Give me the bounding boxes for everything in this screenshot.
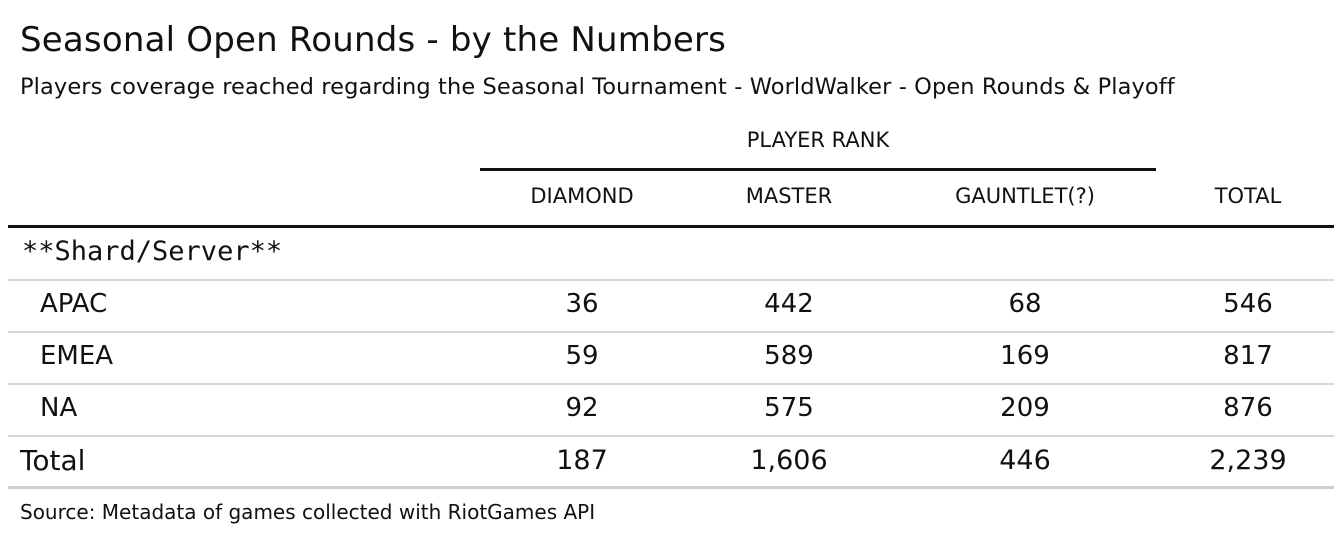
row-label-total: Total (20, 444, 86, 477)
cell-total-diamond: 187 (556, 445, 608, 476)
cell-emea-diamond: 59 (565, 341, 599, 371)
spanner-label: PLAYER RANK (746, 128, 890, 152)
row-divider (8, 279, 1334, 281)
row-divider (8, 383, 1334, 385)
column-header-master: MASTER (745, 184, 833, 208)
row-divider (8, 331, 1334, 333)
cell-emea-master: 589 (764, 341, 814, 371)
header-bottom-rule (8, 225, 1334, 228)
cell-na-total: 876 (1223, 393, 1273, 423)
cell-apac-gauntlet: 68 (1008, 289, 1042, 319)
cell-emea-total: 817 (1223, 341, 1273, 371)
column-header-diamond: DIAMOND (530, 184, 634, 208)
table-subtitle: Players coverage reached regarding the S… (20, 74, 1175, 100)
cell-na-master: 575 (764, 393, 814, 423)
row-divider (8, 435, 1334, 437)
cell-total-master: 1,606 (750, 445, 828, 476)
cell-emea-gauntlet: 169 (1000, 341, 1050, 371)
column-header-gauntlet: GAUNTLET(?) (955, 184, 1095, 208)
cell-apac-master: 442 (764, 289, 814, 319)
column-header-total: TOTAL (1214, 184, 1282, 208)
row-label-na: NA (40, 393, 78, 423)
cell-apac-total: 546 (1223, 289, 1273, 319)
source-note: Source: Metadata of games collected with… (20, 500, 596, 524)
row-label-emea: EMEA (40, 341, 114, 371)
cell-na-gauntlet: 209 (1000, 393, 1050, 423)
row-group-label: **Shard/Server** (22, 236, 283, 267)
spanner-line (480, 168, 1156, 171)
cell-total-total: 2,239 (1209, 445, 1287, 476)
row-label-apac: APAC (40, 289, 108, 319)
cell-na-diamond: 92 (565, 393, 599, 423)
cell-total-gauntlet: 446 (999, 445, 1051, 476)
cell-apac-diamond: 36 (565, 289, 599, 319)
table-bottom-rule (8, 486, 1334, 489)
table-title: Seasonal Open Rounds - by the Numbers (20, 20, 727, 60)
